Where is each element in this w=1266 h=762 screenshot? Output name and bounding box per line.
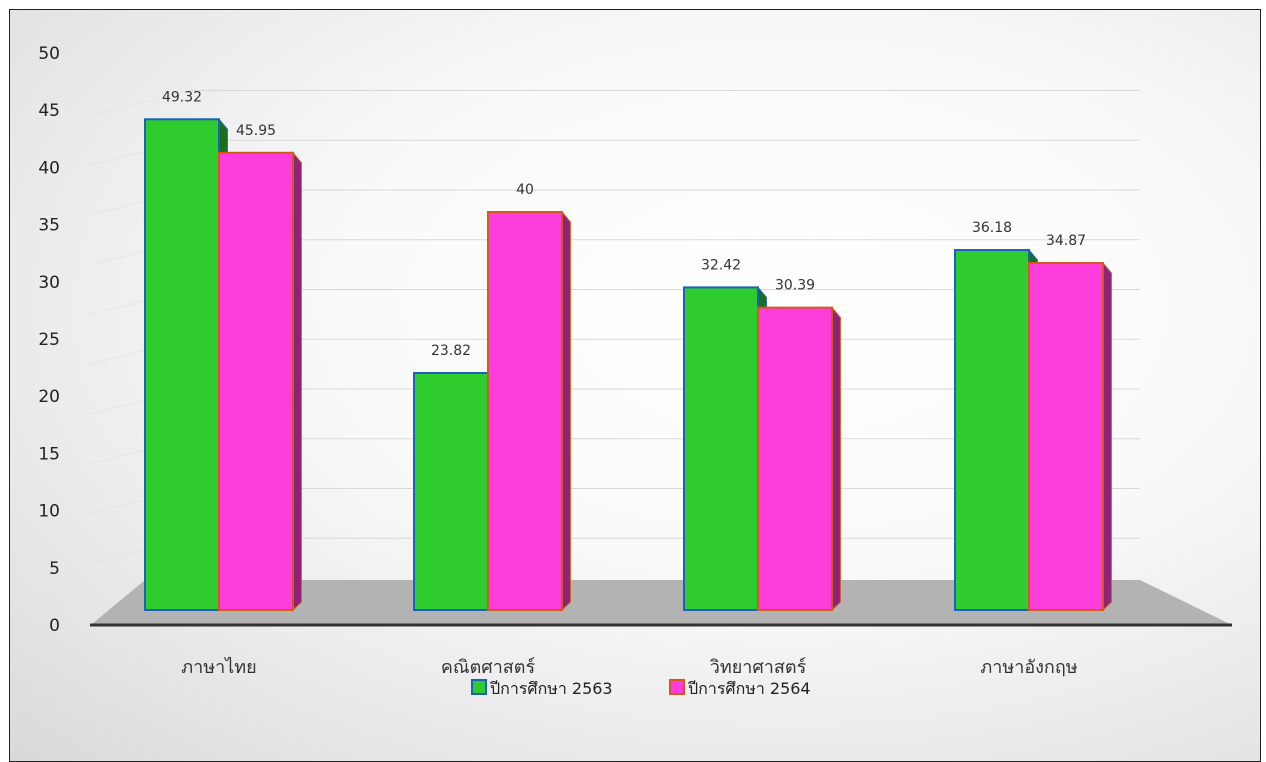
legend-label: ปีการศึกษา 2564 (688, 679, 811, 698)
legend-item: ปีการศึกษา 2564 (669, 679, 811, 698)
legend-swatch (669, 679, 685, 695)
bar (954, 248, 1038, 612)
data-label: 40 (516, 182, 534, 198)
category-label: คณิตศาสตร์ (441, 657, 536, 678)
y-tick-label: 40 (38, 158, 60, 178)
legend-label: ปีการศึกษา 2563 (490, 679, 613, 698)
data-label: 36.18 (972, 220, 1012, 236)
bar (413, 371, 497, 612)
chart-frame: 0 5 10 15 20 25 30 35 40 45 50 49.32 23.82 32.42 36.1… (9, 9, 1261, 762)
data-label: 49.32 (162, 89, 202, 105)
gridline-side (89, 90, 191, 116)
bar (218, 151, 302, 612)
bar (144, 117, 228, 612)
data-label: 32.42 (701, 257, 741, 273)
data-label: 30.39 (775, 278, 815, 294)
y-tick-label: 15 (38, 444, 60, 464)
bar-chart: 0 5 10 15 20 25 30 35 40 45 50 49.32 23.82 32.42 36.1… (38, 44, 1232, 698)
y-tick-label: 30 (38, 273, 60, 293)
bar (1028, 261, 1112, 612)
bar (757, 306, 841, 612)
y-tick-label: 10 (38, 502, 60, 522)
category-label: ภาษาอังกฤษ (980, 657, 1077, 678)
bar (487, 210, 571, 612)
y-tick-label: 20 (38, 387, 60, 407)
data-label: 23.82 (431, 343, 471, 359)
chart-floor (92, 580, 1230, 624)
category-label: วิทยาศาสตร์ (710, 657, 807, 678)
y-tick-label: 25 (38, 330, 60, 350)
category-label: ภาษาไทย (181, 656, 256, 678)
data-label: 45.95 (236, 123, 276, 139)
y-tick-label: 5 (49, 559, 60, 579)
y-tick-label: 35 (38, 216, 60, 236)
y-tick-label: 0 (49, 616, 60, 636)
legend-item: ปีการศึกษา 2563 (471, 679, 613, 698)
y-tick-label: 45 (38, 101, 60, 121)
legend-swatch (471, 679, 487, 695)
data-label: 34.87 (1046, 233, 1086, 249)
y-tick-label: 50 (38, 44, 60, 64)
bar (683, 286, 767, 612)
